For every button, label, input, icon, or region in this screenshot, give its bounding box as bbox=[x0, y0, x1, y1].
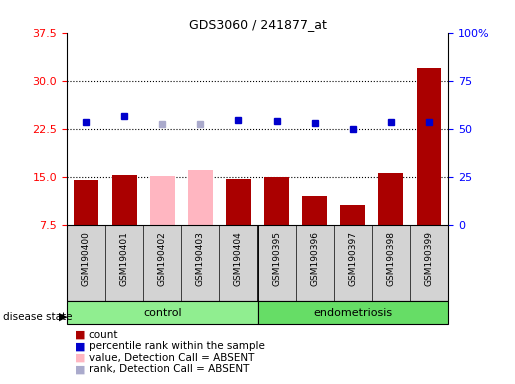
Bar bbox=[379, 174, 403, 225]
Text: GSM190395: GSM190395 bbox=[272, 231, 281, 286]
Bar bbox=[417, 68, 441, 225]
Text: disease state: disease state bbox=[3, 312, 72, 322]
Text: GSM190403: GSM190403 bbox=[196, 231, 205, 286]
Bar bbox=[258, 301, 448, 324]
Text: control: control bbox=[143, 308, 182, 318]
Text: ■: ■ bbox=[75, 330, 85, 340]
Text: percentile rank within the sample: percentile rank within the sample bbox=[89, 341, 265, 351]
Bar bbox=[188, 170, 213, 225]
Bar bbox=[112, 175, 136, 225]
Text: ■: ■ bbox=[75, 341, 85, 351]
Text: rank, Detection Call = ABSENT: rank, Detection Call = ABSENT bbox=[89, 364, 249, 374]
Text: GSM190397: GSM190397 bbox=[348, 231, 357, 286]
Bar bbox=[67, 301, 258, 324]
Text: GSM190401: GSM190401 bbox=[119, 231, 129, 286]
Text: ■: ■ bbox=[75, 364, 85, 374]
Bar bbox=[150, 176, 175, 225]
Text: ■: ■ bbox=[75, 353, 85, 363]
Bar bbox=[226, 179, 251, 225]
Text: value, Detection Call = ABSENT: value, Detection Call = ABSENT bbox=[89, 353, 254, 363]
Text: count: count bbox=[89, 330, 118, 340]
Bar bbox=[74, 180, 98, 225]
Title: GDS3060 / 241877_at: GDS3060 / 241877_at bbox=[188, 18, 327, 31]
Text: endometriosis: endometriosis bbox=[313, 308, 392, 318]
Bar bbox=[264, 177, 289, 225]
Text: GSM190399: GSM190399 bbox=[424, 231, 434, 286]
Text: GSM190404: GSM190404 bbox=[234, 231, 243, 286]
Bar bbox=[340, 205, 365, 225]
Text: ▶: ▶ bbox=[59, 312, 67, 322]
Text: GSM190402: GSM190402 bbox=[158, 231, 167, 286]
Text: GSM190396: GSM190396 bbox=[310, 231, 319, 286]
Text: GSM190400: GSM190400 bbox=[81, 231, 91, 286]
Text: GSM190398: GSM190398 bbox=[386, 231, 396, 286]
Bar bbox=[302, 196, 327, 225]
